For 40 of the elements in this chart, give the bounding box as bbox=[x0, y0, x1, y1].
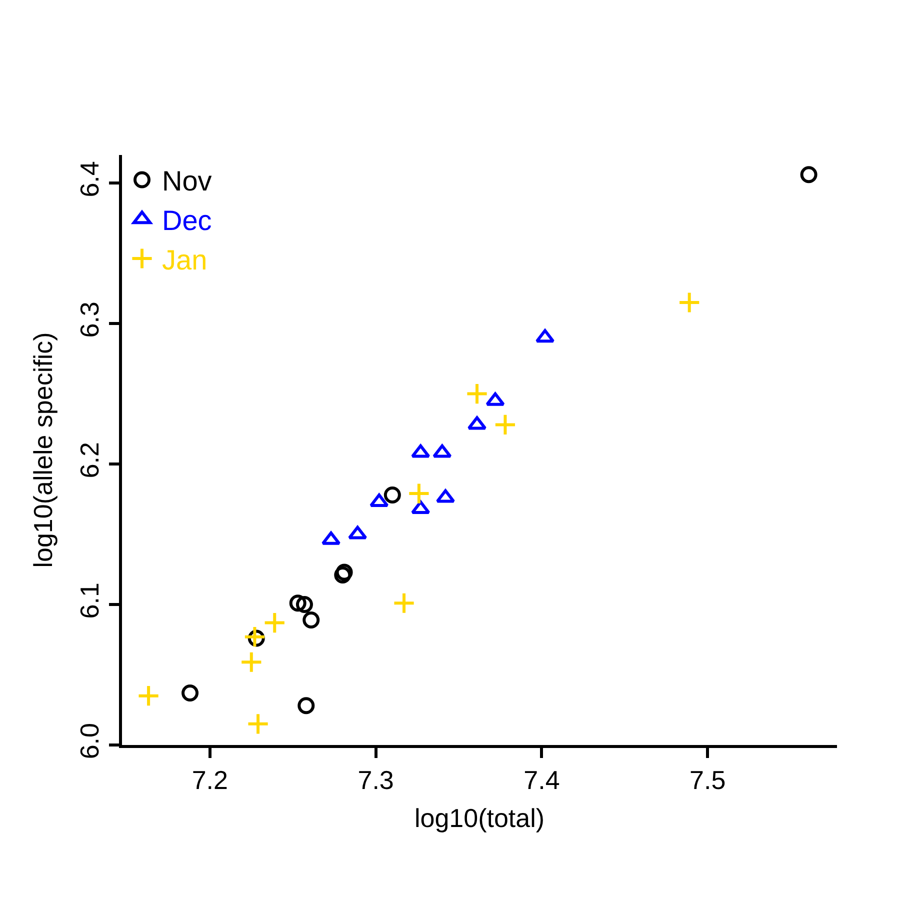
y-axis-title: log10(allele specific) bbox=[28, 332, 58, 568]
legend-label: Nov bbox=[162, 166, 212, 197]
point bbox=[348, 526, 368, 540]
point bbox=[289, 594, 306, 612]
point bbox=[384, 486, 401, 504]
point bbox=[243, 626, 266, 648]
point bbox=[408, 482, 430, 505]
point bbox=[298, 697, 315, 714]
point bbox=[240, 650, 263, 674]
point bbox=[494, 413, 517, 436]
y-tick-label: 6.0 bbox=[74, 723, 105, 760]
x-tick-label: 7.3 bbox=[358, 765, 394, 796]
point bbox=[535, 329, 555, 343]
point bbox=[466, 382, 488, 406]
point bbox=[334, 566, 352, 584]
point bbox=[411, 444, 430, 458]
x-tick-label: 7.5 bbox=[690, 765, 726, 796]
y-tick-label: 6.1 bbox=[74, 582, 105, 619]
point bbox=[296, 596, 313, 614]
legend-label: Jan bbox=[162, 244, 208, 276]
point bbox=[321, 531, 341, 545]
y-tick-label: 6.3 bbox=[74, 302, 105, 338]
point bbox=[263, 611, 286, 634]
point bbox=[436, 489, 456, 503]
legend-label: Dec bbox=[162, 205, 212, 236]
point bbox=[432, 444, 452, 458]
x-tick-label: 7.2 bbox=[192, 765, 228, 796]
point bbox=[302, 611, 320, 628]
x-axis-title: log10(total) bbox=[414, 802, 545, 833]
point bbox=[182, 684, 199, 702]
point bbox=[392, 592, 416, 614]
point bbox=[336, 564, 353, 581]
x-tick-label: 7.4 bbox=[524, 765, 560, 796]
point bbox=[467, 416, 487, 430]
point bbox=[370, 493, 389, 507]
point bbox=[486, 392, 505, 406]
y-tick-label: 6.2 bbox=[74, 442, 105, 478]
y-tick-label: 6.4 bbox=[74, 161, 105, 198]
point bbox=[137, 684, 160, 708]
point bbox=[246, 712, 270, 736]
